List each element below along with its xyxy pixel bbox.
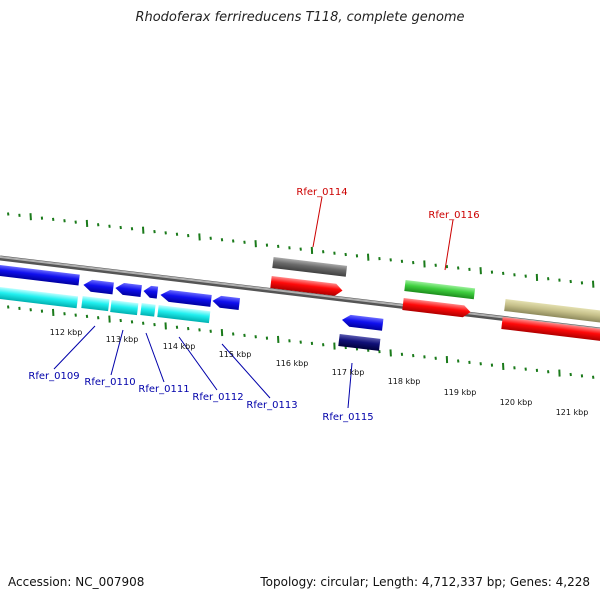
gene-glyph[interactable] xyxy=(402,298,471,318)
gene-glyph[interactable] xyxy=(404,280,476,300)
gene-labels: Rfer_0114 Rfer_0116 Rfer_0109 Rfer_0110 … xyxy=(28,187,479,423)
kbp-labels: 112 kbp 113 kbp 114 kbp 115 kbp 116 kbp … xyxy=(50,328,589,417)
gene-label-rfer-0113[interactable]: Rfer_0113 xyxy=(246,400,297,411)
gene-glyphs-cyan xyxy=(0,283,211,324)
gene-glyph[interactable] xyxy=(338,334,381,351)
gene-glyph[interactable] xyxy=(501,317,600,343)
gene-glyph[interactable] xyxy=(160,289,212,307)
gene-glyph[interactable] xyxy=(212,295,241,311)
kbp-label: 115 kbp xyxy=(219,350,252,359)
gene-glyphs-0114 xyxy=(270,257,348,297)
gene-glyph[interactable] xyxy=(140,303,156,317)
gene-glyph[interactable] xyxy=(504,299,600,325)
gene-glyphs-0116 xyxy=(402,280,476,318)
gene-glyphs-right xyxy=(501,299,600,343)
kbp-label: 120 kbp xyxy=(500,398,533,407)
gene-label-rfer-0110[interactable]: Rfer_0110 xyxy=(84,377,135,388)
kbp-label: 117 kbp xyxy=(332,368,365,377)
gene-glyph[interactable] xyxy=(143,285,159,299)
kbp-label: 121 kbp xyxy=(556,408,589,417)
accession-text: Accession: NC_007908 xyxy=(8,575,145,589)
leader-lines xyxy=(53,196,454,409)
kbp-label: 119 kbp xyxy=(444,388,477,397)
gene-label-rfer-0111[interactable]: Rfer_0111 xyxy=(138,384,189,395)
kbp-label: 113 kbp xyxy=(106,335,139,344)
tick-row-lower xyxy=(7,305,595,379)
gene-glyph[interactable] xyxy=(157,305,211,324)
gene-label-rfer-0114[interactable]: Rfer_0114 xyxy=(296,187,347,198)
gene-glyph[interactable] xyxy=(341,314,384,331)
gene-glyphs-0115 xyxy=(338,314,384,351)
gene-glyph[interactable] xyxy=(270,276,343,297)
gene-label-rfer-0109[interactable]: Rfer_0109 xyxy=(28,371,79,382)
kbp-label: 118 kbp xyxy=(388,377,421,386)
gene-glyphs-left xyxy=(0,261,241,311)
genome-backbone xyxy=(0,255,600,333)
gene-label-rfer-0115[interactable]: Rfer_0115 xyxy=(322,412,373,423)
gene-label-rfer-0116[interactable]: Rfer_0116 xyxy=(428,210,479,221)
map-title: Rhodoferax ferrireducens T118, complete … xyxy=(135,10,465,25)
gene-glyph[interactable] xyxy=(110,300,139,316)
gene-glyph[interactable] xyxy=(0,261,80,286)
gene-label-rfer-0112[interactable]: Rfer_0112 xyxy=(192,392,243,403)
gene-glyph[interactable] xyxy=(115,282,142,298)
kbp-label: 112 kbp xyxy=(50,328,83,337)
gene-glyph[interactable] xyxy=(81,296,110,312)
genome-summary-text: Topology: circular; Length: 4,712,337 bp… xyxy=(260,575,590,589)
kbp-label: 114 kbp xyxy=(163,342,196,351)
gene-glyph[interactable] xyxy=(83,279,114,295)
gene-glyph[interactable] xyxy=(0,283,79,309)
gene-glyph[interactable] xyxy=(272,257,348,277)
kbp-label: 116 kbp xyxy=(276,359,309,368)
tick-row-upper xyxy=(7,212,595,288)
